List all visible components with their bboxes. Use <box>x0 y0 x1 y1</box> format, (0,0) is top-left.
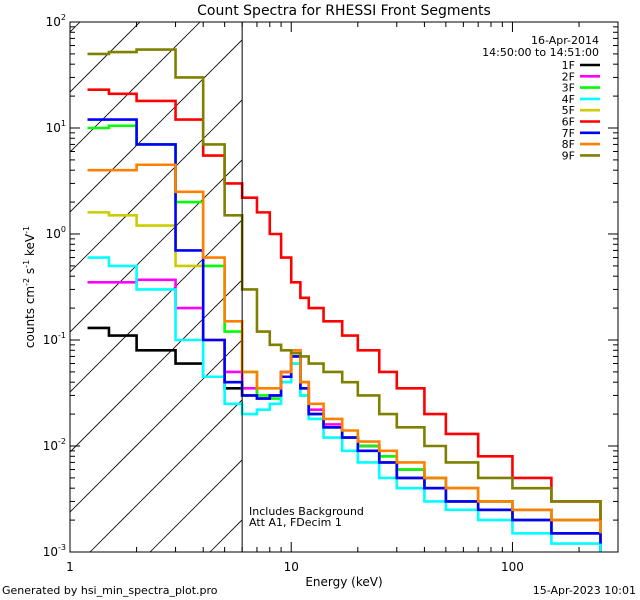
legend-label-4F: 4F <box>562 93 575 106</box>
legend-label-6F: 6F <box>562 116 575 129</box>
x-tick-label: 10 <box>284 560 299 574</box>
y-tick-label: 101 <box>46 119 66 135</box>
x-tick-label: 100 <box>501 560 524 574</box>
x-axis-label: Energy (keV) <box>305 575 382 589</box>
chart-title: Count Spectra for RHESSI Front Segments <box>197 3 491 19</box>
plot-frame <box>69 21 619 553</box>
legend-label-7F: 7F <box>562 127 575 140</box>
legend-label-2F: 2F <box>562 70 575 83</box>
x-tick-label: 1 <box>66 560 74 574</box>
annotation-attenuator: Att A1, FDecim 1 <box>249 516 342 529</box>
series-line-9F <box>87 48 602 521</box>
y-axis-label: counts cm-2 s-1 keV-1 <box>22 226 37 348</box>
legend-label-3F: 3F <box>562 82 575 95</box>
y-tick-label: 10-3 <box>43 543 66 559</box>
legend-label-9F: 9F <box>562 149 575 162</box>
y-tick-label: 102 <box>46 13 66 29</box>
hatch-region <box>70 22 243 552</box>
annotation-background: Includes Background <box>249 505 364 518</box>
time-label: 14:50:00 to 14:51:00 <box>482 46 599 59</box>
y-tick-label: 10-2 <box>43 437 66 453</box>
series-line-8F <box>87 163 602 534</box>
legend-label-8F: 8F <box>562 138 575 151</box>
legend-label-5F: 5F <box>562 104 575 117</box>
y-tick-label: 100 <box>46 225 66 241</box>
date-label: 16-Apr-2014 <box>531 34 599 47</box>
footer-timestamp: 15-Apr-2023 10:01 <box>533 584 636 597</box>
y-tick-label: 10-1 <box>43 331 66 347</box>
legend-label-1F: 1F <box>562 59 575 72</box>
footer-generated-by: Generated by hsi_min_spectra_plot.pro <box>2 584 218 597</box>
